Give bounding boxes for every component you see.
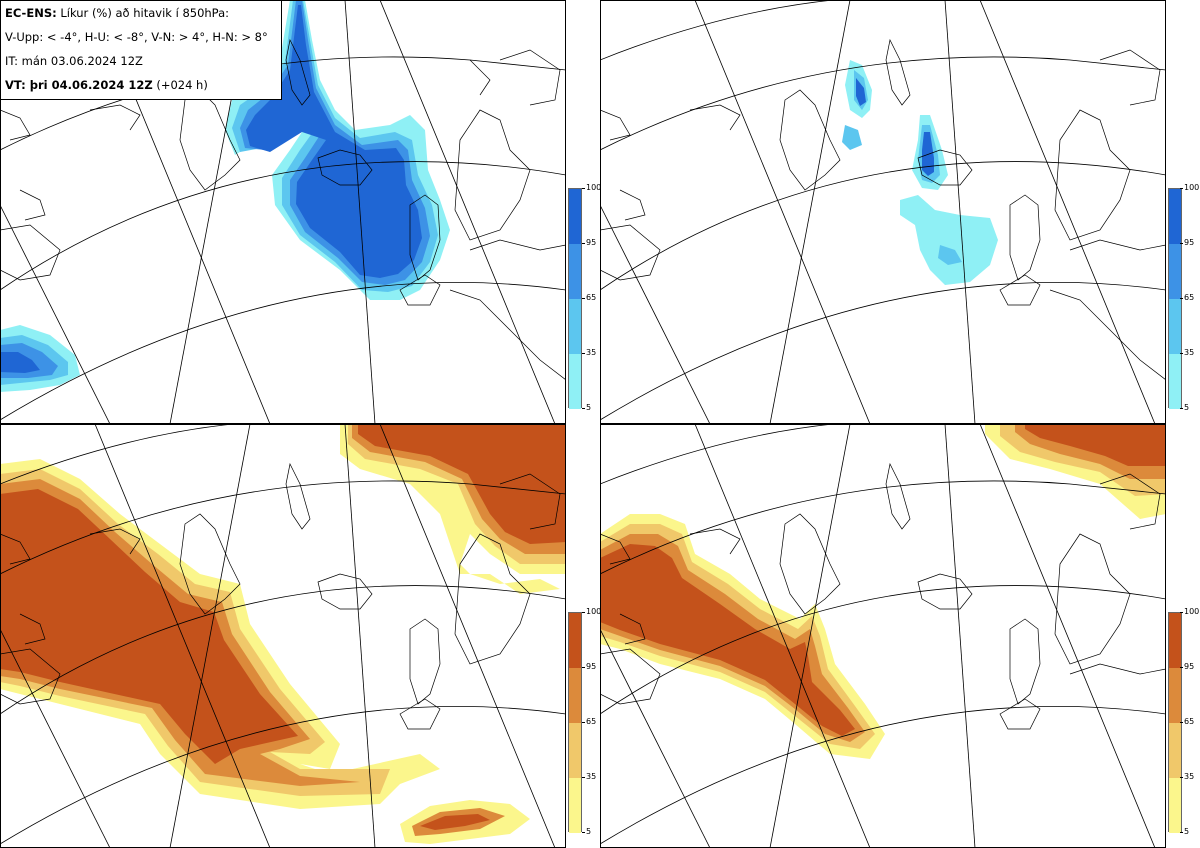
probability-field-warm <box>600 424 1166 759</box>
header-title: Líkur (%) að hitavik í 850hPa: <box>60 6 230 20</box>
graticule <box>0 424 566 848</box>
valid-time: VT: þri 04.06.2024 12Z <box>5 78 153 92</box>
colorbar-tick: 95 <box>1179 662 1195 671</box>
colorbar-tick: 95 <box>581 238 597 247</box>
coastlines <box>600 462 1166 730</box>
probability-field-cold <box>842 60 998 285</box>
colorbar-tick: 35 <box>1179 772 1195 781</box>
graticule <box>600 0 1166 424</box>
probability-field-cold <box>0 0 450 392</box>
colorbar-tick: 5 <box>581 403 592 412</box>
colorbar-tick: 5 <box>1179 403 1190 412</box>
header-infobox: EC-ENS: Líkur (%) að hitavik í 850hPa: V… <box>0 0 282 100</box>
colorbar-warm-right <box>1168 612 1182 833</box>
colorbar-cold-left <box>568 188 582 409</box>
colorbar-tick: 35 <box>1179 348 1195 357</box>
coastlines <box>600 38 1166 381</box>
colorbar-tick: 65 <box>581 293 597 302</box>
map-canvas <box>0 424 566 848</box>
colorbar-tick: 100 <box>581 607 602 616</box>
model-label: EC-ENS: <box>5 6 57 20</box>
colorbar-tick: 95 <box>581 662 597 671</box>
graticule <box>600 424 1166 848</box>
threshold-legend: V-Upp: < -4°, H-U: < -8°, V-N: > 4°, H-N… <box>5 30 268 44</box>
init-time: IT: mán 03.06.2024 12Z <box>5 54 143 68</box>
colorbar-tick: 100 <box>581 183 602 192</box>
colorbar-tick: 5 <box>581 827 592 836</box>
colorbar-tick: 100 <box>1179 607 1200 616</box>
colorbar-cold-right <box>1168 188 1182 409</box>
colorbar-tick: 65 <box>581 717 597 726</box>
colorbar-tick: 65 <box>1179 717 1195 726</box>
colorbar-tick: 100 <box>1179 183 1200 192</box>
colorbar-warm-left <box>568 612 582 833</box>
map-canvas <box>600 0 1166 424</box>
colorbar-tick: 95 <box>1179 238 1195 247</box>
colorbar-tick: 5 <box>1179 827 1190 836</box>
map-panel-top-right <box>600 0 1166 424</box>
map-panel-bottom-right <box>600 424 1166 848</box>
coastlines <box>0 462 561 730</box>
map-canvas <box>600 424 1166 848</box>
forecast-hour: (+024 h) <box>156 78 208 92</box>
colorbar-tick: 65 <box>1179 293 1195 302</box>
colorbar-tick: 35 <box>581 348 597 357</box>
colorbar-tick: 35 <box>581 772 597 781</box>
map-panel-bottom-left <box>0 424 566 848</box>
probability-field-warm <box>0 424 566 844</box>
